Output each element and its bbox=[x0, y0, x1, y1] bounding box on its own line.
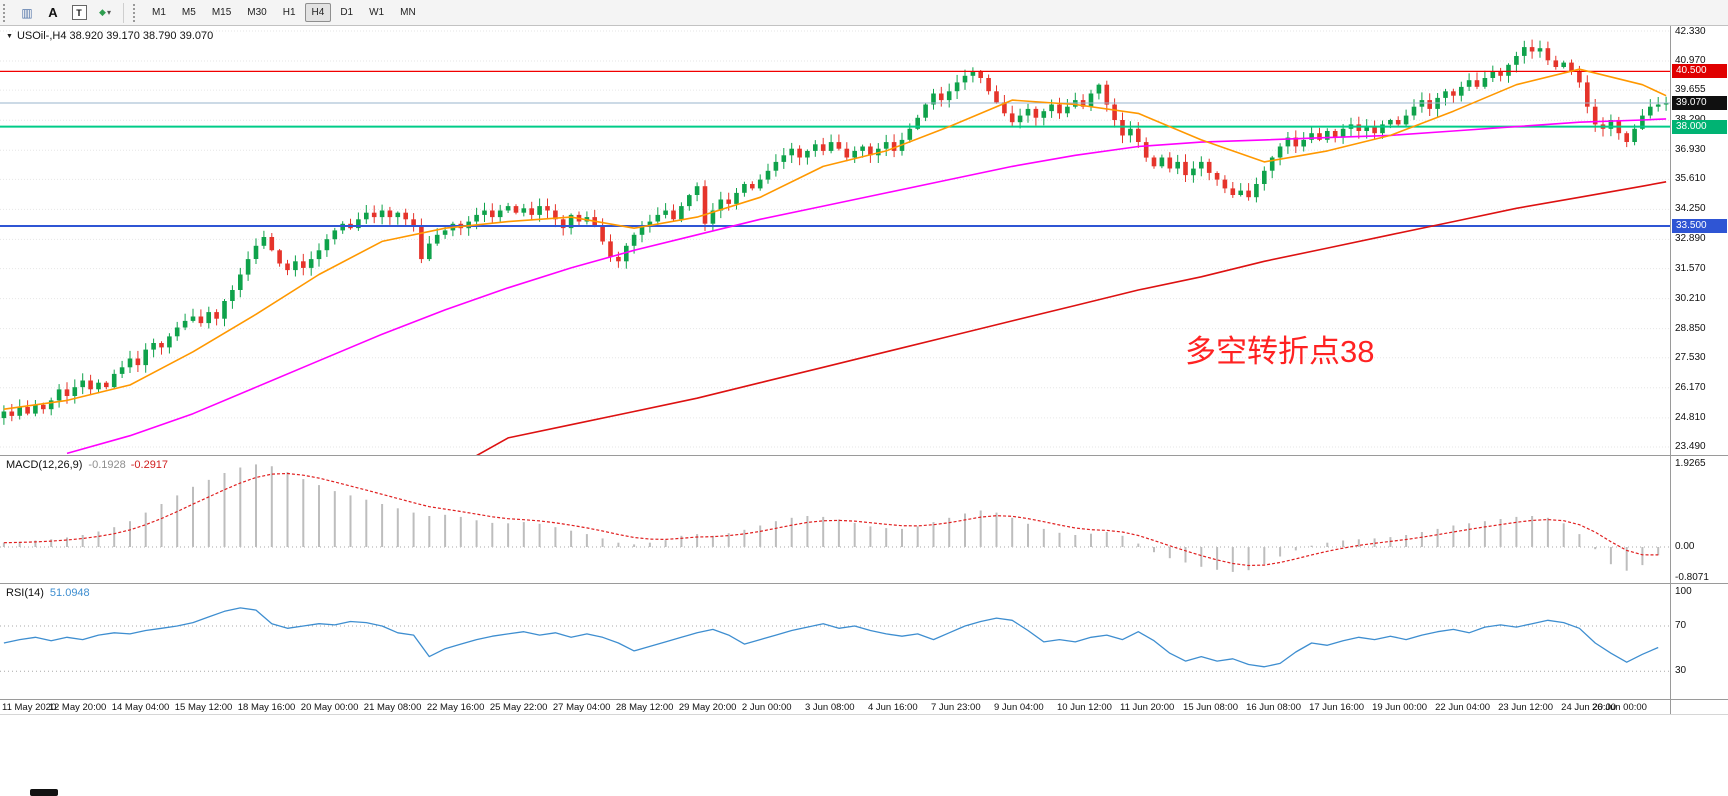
toolbar-grip-2[interactable] bbox=[133, 3, 140, 22]
rsi-label: RSI(14) 51.0948 bbox=[6, 587, 90, 599]
price-tick-label: 35.610 bbox=[1675, 173, 1706, 185]
price-axis[interactable]: 42.33040.97039.65538.29036.93035.61034.2… bbox=[1670, 26, 1728, 455]
time-label: 4 Jun 16:00 bbox=[867, 702, 918, 713]
price-badge-33.500: 33.500 bbox=[1672, 218, 1727, 233]
price-badge-39.070: 39.070 bbox=[1672, 95, 1727, 110]
price-tick-label: 23.490 bbox=[1675, 441, 1706, 452]
time-label: 27 May 04:00 bbox=[552, 702, 611, 713]
bottom-area bbox=[0, 714, 1728, 796]
time-label: 29 May 20:00 bbox=[678, 702, 737, 713]
tf-button-W1[interactable]: W1 bbox=[369, 7, 385, 18]
timeframe-buttons: M1 M5 M15 M30 H1 H4 D1 W1 MN bbox=[145, 3, 423, 22]
time-label: 19 Jun 00:00 bbox=[1372, 702, 1428, 713]
time-label: 16 Jun 08:00 bbox=[1246, 702, 1301, 713]
symbol-collapse-icon[interactable]: ▼ bbox=[6, 32, 13, 40]
time-label: 9 Jun 04:00 bbox=[993, 702, 1044, 713]
time-axis-corner bbox=[1670, 699, 1728, 714]
time-label: 26 Jun 00:00 bbox=[1592, 702, 1647, 713]
time-label: 11 May 2020 bbox=[2, 702, 57, 713]
time-label: 18 May 16:00 bbox=[237, 702, 296, 713]
macd-axis-label: -0.8071 bbox=[1675, 572, 1709, 583]
scrollbar-thumb[interactable] bbox=[30, 789, 58, 796]
time-label: 21 May 08:00 bbox=[363, 702, 422, 713]
toolbar-grip[interactable] bbox=[3, 3, 10, 22]
tf-button-H1[interactable]: H1 bbox=[282, 7, 296, 18]
tf-button-M5[interactable]: M5 bbox=[181, 7, 196, 18]
macd-signal-value: -0.2917 bbox=[130, 459, 169, 471]
time-label: 22 May 16:00 bbox=[426, 702, 485, 713]
time-label: 14 May 04:00 bbox=[111, 702, 170, 713]
macd-main-value: -0.1928 bbox=[88, 459, 126, 471]
chart-windows-icon[interactable]: ▥ bbox=[21, 5, 33, 20]
time-label: 20 May 00:00 bbox=[300, 702, 359, 713]
rsi-panel[interactable]: RSI(14) 51.0948 bbox=[0, 583, 1670, 699]
toolbar-tools: ▥ A T ◆ ▾ bbox=[15, 2, 117, 24]
time-label: 15 Jun 08:00 bbox=[1183, 702, 1238, 713]
macd-axis[interactable]: 1.9265 0.00 -0.8071 bbox=[1670, 455, 1728, 583]
rsi-axis-label: 70 bbox=[1675, 619, 1687, 631]
symbol-header: ▼ USOil-,H4 38.920 39.170 38.790 39.070 bbox=[6, 30, 213, 42]
macd-panel[interactable]: MACD(12,26,9) -0.1928 -0.2917 bbox=[0, 455, 1670, 583]
time-label: 23 Jun 12:00 bbox=[1498, 702, 1554, 713]
price-tick-label: 27.530 bbox=[1675, 351, 1706, 363]
tf-button-MN[interactable]: MN bbox=[400, 7, 416, 18]
tf-button-H4[interactable]: H4 bbox=[304, 3, 332, 22]
toolbar: ▥ A T ◆ ▾ M1 M5 M15 M30 H1 H4 D1 W1 MN bbox=[0, 0, 1728, 26]
time-label: 15 May 12:00 bbox=[174, 702, 233, 713]
price-badge-40.500: 40.500 bbox=[1672, 64, 1727, 79]
price-badge-38.000: 38.000 bbox=[1672, 119, 1727, 134]
price-tick-label: 28.850 bbox=[1675, 322, 1706, 334]
time-label: 24 Jun 20:00 bbox=[1561, 702, 1617, 713]
rsi-axis-label: 30 bbox=[1675, 665, 1687, 677]
tf-button-M30[interactable]: M30 bbox=[247, 7, 267, 18]
symbol-ohlc-text: USOil-,H4 38.920 39.170 38.790 39.070 bbox=[16, 30, 214, 42]
macd-label: MACD(12,26,9) -0.1928 -0.2917 bbox=[6, 459, 168, 471]
time-label: 17 Jun 16:00 bbox=[1309, 702, 1365, 713]
main-chart-canvas[interactable]: ▼ USOil-,H4 38.920 39.170 38.790 39.070 … bbox=[0, 26, 1670, 455]
price-tick-label: 40.970 bbox=[1675, 55, 1706, 67]
dropdown-caret-icon: ▾ bbox=[106, 8, 111, 17]
price-tick-label: 36.930 bbox=[1675, 144, 1706, 156]
time-label: 3 Jun 08:00 bbox=[804, 702, 855, 713]
tf-button-D1[interactable]: D1 bbox=[340, 7, 354, 18]
macd-axis-label: 0.00 bbox=[1675, 541, 1695, 552]
time-label: 25 May 22:00 bbox=[489, 702, 548, 713]
objects-list-icon[interactable]: ◆ ▾ bbox=[99, 7, 111, 17]
text-box-icon[interactable]: T bbox=[67, 2, 91, 24]
time-label: 10 Jun 12:00 bbox=[1057, 702, 1112, 713]
macd-chart[interactable] bbox=[0, 456, 1670, 584]
candlestick-chart[interactable] bbox=[0, 26, 1670, 455]
rsi-axis-label: 100 bbox=[1675, 586, 1692, 597]
price-tick-label: 42.330 bbox=[1675, 26, 1706, 37]
toolbar-separator bbox=[123, 2, 124, 23]
price-tick-label: 39.655 bbox=[1675, 84, 1706, 96]
tf-button-M1[interactable]: M1 bbox=[152, 7, 166, 18]
price-tick-label: 34.250 bbox=[1675, 203, 1706, 215]
tf-button-M15[interactable]: M15 bbox=[211, 7, 232, 18]
rsi-axis[interactable]: 100 70 30 bbox=[1670, 583, 1728, 699]
price-tick-label: 24.810 bbox=[1675, 411, 1706, 423]
time-label: 22 Jun 04:00 bbox=[1435, 702, 1491, 713]
rsi-chart[interactable] bbox=[0, 584, 1670, 700]
price-tick-label: 31.570 bbox=[1675, 262, 1706, 274]
time-label: 28 May 12:00 bbox=[615, 702, 674, 713]
time-label: 2 Jun 00:00 bbox=[741, 702, 792, 713]
macd-title: MACD(12,26,9) bbox=[6, 459, 83, 471]
time-label: 11 Jun 20:00 bbox=[1120, 702, 1175, 713]
price-tick-label: 26.170 bbox=[1675, 381, 1706, 393]
time-label: 12 May 20:00 bbox=[48, 702, 107, 713]
price-tick-label: 30.210 bbox=[1675, 292, 1706, 304]
rsi-value: 51.0948 bbox=[49, 587, 90, 599]
rsi-title: RSI(14) bbox=[6, 587, 44, 599]
time-label: 7 Jun 23:00 bbox=[930, 702, 981, 713]
chart-annotation-text[interactable]: 多空转折点38 bbox=[1185, 334, 1375, 369]
price-tick-label: 32.890 bbox=[1675, 233, 1706, 245]
time-axis[interactable]: 11 May 2020 12 May 20:00 14 May 04:00 15 Ma… bbox=[0, 699, 1670, 714]
text-annotation-icon[interactable]: A bbox=[48, 5, 58, 20]
macd-axis-label: 1.9265 bbox=[1675, 458, 1706, 470]
